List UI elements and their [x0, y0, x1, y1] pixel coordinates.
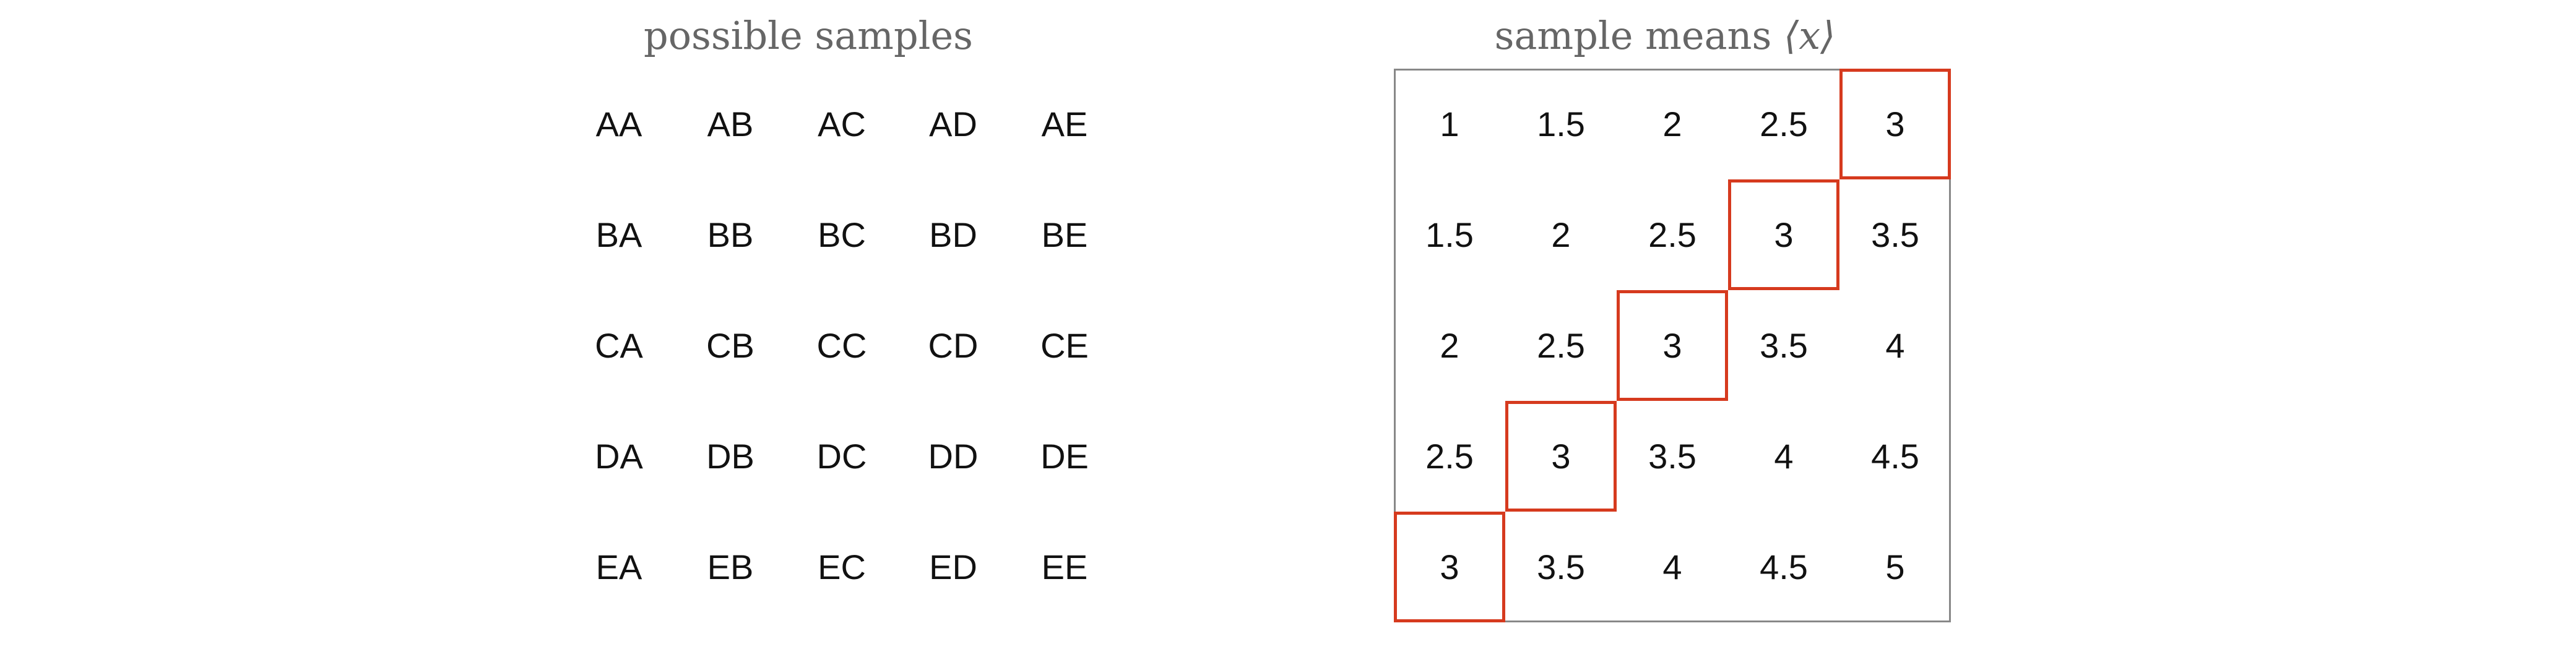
highlight-box [1505, 401, 1617, 512]
highlight-box [1839, 69, 1951, 179]
sample-cell: DB [706, 437, 754, 476]
mean-cell: 3 [1662, 326, 1682, 365]
sample-cell: AC [818, 105, 866, 144]
mean-cell: 2.5 [1648, 215, 1696, 254]
sample-cell: CC [816, 326, 867, 365]
mean-cell: 1.5 [1537, 105, 1585, 144]
possible-samples-title: possible samples [644, 11, 973, 61]
sample-cell: CA [595, 326, 643, 365]
mean-cell: 4.5 [1760, 548, 1808, 586]
mean-cell: 2 [1440, 326, 1459, 365]
sample-means-frame [1394, 69, 1951, 622]
sample-cell: BA [595, 215, 642, 254]
mean-cell: 2.5 [1760, 105, 1808, 144]
mean-cell: 3.5 [1648, 437, 1696, 476]
mean-cell: 5 [1885, 548, 1905, 586]
mean-cell: 3.5 [1760, 326, 1808, 365]
mean-cell: 3 [1885, 105, 1905, 144]
sample-cell: AB [707, 105, 754, 144]
mean-cell: 2.5 [1425, 437, 1474, 476]
mean-cell: 3.5 [1537, 548, 1585, 586]
sample-means-title: sample means ⟨x⟩ [1448, 11, 1882, 61]
mean-cell: 2 [1551, 215, 1571, 254]
sample-means-title-text: sample means [1494, 13, 1784, 58]
mean-cell: 1 [1440, 105, 1459, 144]
sample-cell: EA [595, 548, 642, 586]
possible-samples-grid: AA AB AC AD AE BA BB BC BD BE CA CB CC CD CE DA DB DC DD DE… [563, 69, 1120, 622]
mean-cell: 2 [1662, 105, 1682, 144]
highlight-box [1394, 512, 1505, 622]
mean-cell: 4.5 [1871, 437, 1919, 476]
sample-cell: AD [929, 105, 977, 144]
sample-means-grid: 1 1.5 2 2.5 3 1.5 2 2.5 3 3.5 2 2.5 3 3.5 4 2.5 3 3.5 4 4.5… [1394, 69, 1951, 622]
mean-cell: 1.5 [1425, 215, 1474, 254]
mean-cell: 4 [1774, 437, 1794, 476]
sample-cell: BE [1041, 215, 1088, 254]
sample-cell: DA [595, 437, 643, 476]
highlight-box [1728, 179, 1839, 290]
sample-cell: DC [816, 437, 867, 476]
mean-cell: 3 [1774, 215, 1794, 254]
possible-samples-title-text: possible samples [644, 13, 973, 58]
sample-cell: BC [818, 215, 866, 254]
sample-cell: EE [1041, 548, 1088, 586]
sample-cell: CD [928, 326, 979, 365]
sample-cell: AE [1041, 105, 1088, 144]
sample-mean-symbol: ⟨x⟩ [1784, 13, 1836, 58]
mean-cell: 3 [1551, 437, 1571, 476]
sample-cell: BB [707, 215, 754, 254]
mean-cell: 3.5 [1871, 215, 1919, 254]
sample-cell: CE [1040, 326, 1089, 365]
sample-cell: CB [706, 326, 754, 365]
sample-cell: BD [929, 215, 977, 254]
sample-cell: DD [928, 437, 979, 476]
sample-cell: ED [929, 548, 977, 586]
sample-cell: AA [595, 105, 642, 144]
sample-cell: EB [707, 548, 754, 586]
mean-cell: 2.5 [1537, 326, 1585, 365]
mean-cell: 4 [1885, 326, 1905, 365]
mean-cell: 3 [1440, 548, 1459, 586]
sample-cell: DE [1040, 437, 1089, 476]
mean-cell: 4 [1662, 548, 1682, 586]
sample-cell: EC [818, 548, 866, 586]
highlight-box [1617, 290, 1728, 401]
